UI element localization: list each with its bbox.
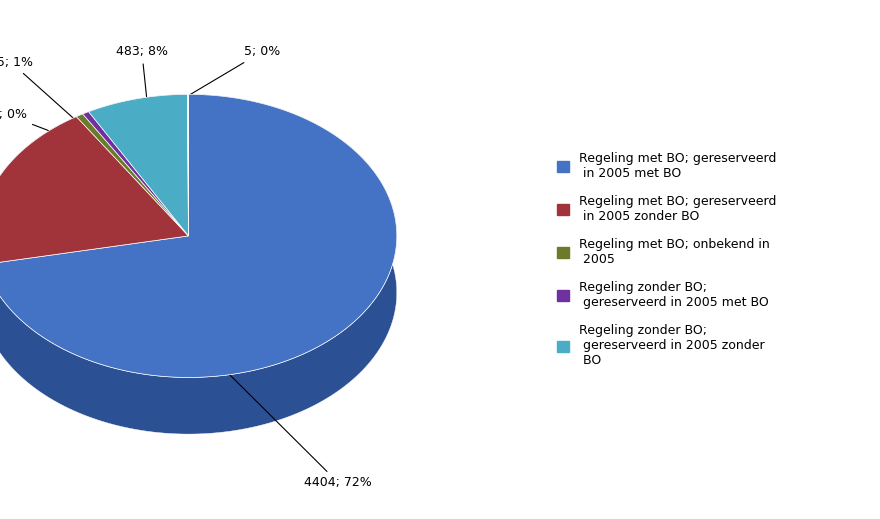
Polygon shape [0,117,188,264]
Polygon shape [89,94,188,236]
Polygon shape [83,112,89,171]
Polygon shape [0,94,397,377]
Polygon shape [0,94,397,434]
Polygon shape [83,112,188,236]
Text: 35; 1%: 35; 1% [0,56,101,143]
Text: 1177; 19%: 1177; 19% [0,260,74,277]
Polygon shape [77,114,188,236]
Polygon shape [77,114,83,173]
Text: 5; 0%: 5; 0% [177,45,280,102]
Legend: Regeling met BO; gereserveerd
 in 2005 met BO, Regeling met BO; gereserveerd
 in: Regeling met BO; gereserveerd in 2005 me… [552,147,781,372]
Polygon shape [187,94,188,236]
Polygon shape [0,117,77,321]
Text: 32; 0%: 32; 0% [0,107,112,155]
Text: 4404; 72%: 4404; 72% [220,365,372,489]
Polygon shape [187,94,188,151]
Text: 483; 8%: 483; 8% [116,45,168,101]
Polygon shape [89,94,187,168]
